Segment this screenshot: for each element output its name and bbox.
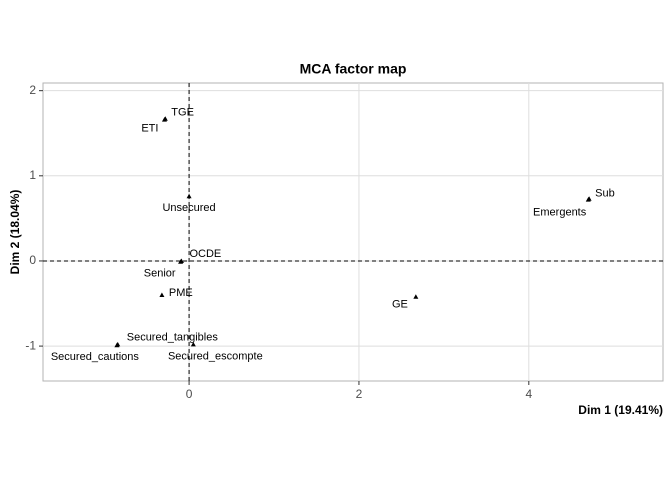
plot-panel <box>42 82 664 382</box>
point <box>161 117 167 122</box>
point-label: Emergents <box>533 207 587 219</box>
point <box>178 259 184 264</box>
x-axis-label: Dim 1 (19.41%) <box>578 403 663 417</box>
y-tick-label: -1 <box>25 338 36 352</box>
point-label: Secured_escompte <box>168 350 263 362</box>
y-tick-label: 1 <box>29 168 36 182</box>
point <box>413 294 419 299</box>
x-tick-label: 4 <box>525 387 532 401</box>
point <box>186 193 192 199</box>
point-label: TGE <box>171 107 194 119</box>
point <box>114 342 120 348</box>
y-tick-label: 0 <box>29 253 36 267</box>
x-tick-label: 2 <box>356 387 363 401</box>
point-label: Senior <box>144 268 176 280</box>
point-label: Secured_cautions <box>51 351 140 363</box>
point-label: PME <box>169 287 193 299</box>
point <box>159 292 165 298</box>
point-label: ETI <box>141 123 158 135</box>
point-label: Sub <box>595 188 615 200</box>
y-tick-label: 2 <box>29 83 36 97</box>
chart-title: MCA factor map <box>300 61 407 77</box>
y-axis-label: Dim 2 (18.04%) <box>8 190 22 275</box>
x-tick-label: 0 <box>186 387 193 401</box>
point-label: OCDE <box>189 248 221 260</box>
point-label: Unsecured <box>162 202 215 214</box>
point-label: Secured_tangibles <box>127 331 219 343</box>
point <box>190 341 196 347</box>
point-label: GE <box>392 299 408 311</box>
point <box>585 197 591 202</box>
